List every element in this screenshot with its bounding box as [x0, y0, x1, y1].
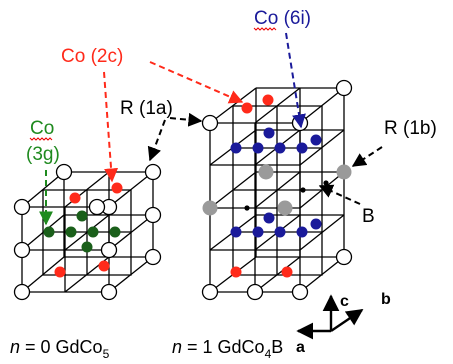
co-6i-arrow — [285, 32, 306, 129]
co-2c-atom — [281, 266, 293, 278]
label-r-1b: R (1b) — [384, 118, 437, 139]
co-3g-atom — [43, 226, 55, 238]
axis-b-label: b — [381, 291, 391, 308]
r-1a-atom — [144, 248, 162, 266]
caption-right-sub: 4 — [265, 347, 272, 361]
co-6i-atom — [296, 226, 308, 238]
co-2c-atom — [54, 266, 66, 278]
co-6i-atom — [263, 212, 275, 224]
co-6i-atom — [252, 226, 264, 238]
label-co-6i: Co (6i) — [254, 8, 311, 29]
caption-left-formula: = 0 GdCo — [20, 337, 103, 357]
caption-left-n: n — [10, 337, 20, 357]
r-1a-atom — [144, 206, 162, 224]
co-6i-atom — [230, 142, 242, 154]
co-6i-atom — [252, 142, 264, 154]
r-1a-atom — [335, 248, 353, 266]
co-6i-atom — [274, 226, 286, 238]
r-1b-atom — [202, 200, 218, 216]
co-2c-arrow — [103, 71, 119, 183]
co-2c-atom — [111, 182, 123, 194]
r-1a-atom — [144, 163, 162, 181]
r-1a-atom — [100, 283, 118, 301]
r-1a-arrow — [169, 112, 203, 127]
r-1a-atom — [55, 163, 73, 181]
r-1a-atom — [335, 79, 353, 97]
label-arrows — [39, 32, 383, 226]
co-2c-atom — [98, 260, 110, 272]
r-1b-atom — [258, 164, 274, 180]
r-1b-atom — [277, 200, 293, 216]
spellcheck-underline — [253, 27, 277, 31]
r-1b-atom — [336, 164, 352, 180]
r-1a-atom — [246, 283, 264, 301]
axes-indicator — [296, 294, 364, 340]
axis-a-label: a — [296, 339, 305, 356]
r-1a-atom — [201, 114, 219, 132]
r-1a-arrow — [147, 119, 166, 162]
gdco5-atoms — [13, 163, 162, 301]
label-co-3g-line1: Co — [30, 118, 54, 139]
b-atom — [244, 205, 250, 211]
gdco4b-unit-cell — [209, 87, 345, 293]
co-2c-atom — [241, 102, 253, 114]
gdco4b-atoms — [201, 79, 353, 301]
co-6i-atom — [310, 134, 322, 146]
r-1a-atom — [100, 241, 118, 259]
b-arrow — [318, 184, 361, 205]
co-2c-atom — [262, 94, 274, 106]
co-3g-atom — [109, 226, 121, 238]
cell-edge — [42, 189, 132, 276]
axis-c-label: c — [340, 293, 349, 310]
axis-b-line — [330, 309, 364, 332]
co-3g-atom — [65, 226, 77, 238]
r-1b-arrow — [351, 146, 383, 167]
r-1a-atom — [13, 283, 31, 301]
label-b: B — [362, 206, 375, 227]
r-1a-atom — [88, 198, 106, 216]
label-r-1a: R (1a) — [120, 98, 173, 119]
caption-right: n = 1 GdCo4B — [172, 337, 283, 361]
label-co-3g-line2: (3g) — [26, 144, 60, 165]
r-1a-atom — [13, 241, 31, 259]
co-3g-atom — [76, 210, 88, 222]
caption-right-n: n — [172, 337, 182, 357]
co-2c-atom — [230, 266, 242, 278]
caption-left-sub: 5 — [103, 347, 110, 361]
co-6i-atom — [274, 142, 286, 154]
co-6i-atom — [310, 218, 322, 230]
co-6i-atom — [230, 226, 242, 238]
caption-left: n = 0 GdCo5 — [10, 337, 110, 361]
co-3g-atom — [87, 226, 99, 238]
r-1a-atom — [201, 283, 219, 301]
cell-edge — [232, 105, 323, 276]
b-atom — [323, 180, 329, 186]
co-2c-arrow — [149, 61, 244, 104]
co-6i-atom — [296, 142, 308, 154]
caption-right-formula: = 1 GdCo — [182, 337, 265, 357]
b-atom — [300, 187, 306, 193]
r-1a-atom — [291, 283, 309, 301]
co-2c-atom — [69, 192, 81, 204]
label-co-2c: Co (2c) — [61, 46, 123, 67]
r-1a-atom — [13, 198, 31, 216]
spellcheck-underline — [29, 137, 53, 141]
co-6i-atom — [263, 127, 275, 139]
caption-right-tail: B — [271, 337, 283, 357]
co-3g-atom — [81, 241, 93, 253]
